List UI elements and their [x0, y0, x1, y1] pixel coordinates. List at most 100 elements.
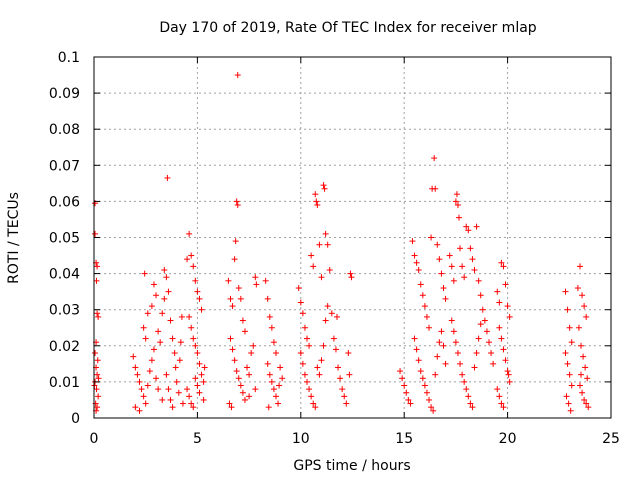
data-point: [582, 364, 589, 371]
data-point: [566, 371, 573, 378]
data-point: [481, 317, 488, 324]
data-point: [463, 386, 470, 393]
data-point: [264, 360, 271, 367]
data-point: [469, 404, 476, 411]
data-point: [337, 375, 344, 382]
data-point: [142, 335, 149, 342]
data-point: [583, 313, 590, 320]
data-point: [463, 223, 470, 230]
data-point: [399, 375, 406, 382]
data-point: [477, 321, 484, 328]
data-point: [567, 407, 574, 414]
data-point: [169, 335, 176, 342]
data-point: [172, 364, 179, 371]
data-point: [322, 317, 329, 324]
data-point: [190, 335, 197, 342]
data-point: [264, 295, 271, 302]
data-point: [248, 350, 255, 357]
data-point: [164, 174, 171, 181]
data-point: [194, 350, 201, 357]
data-point: [330, 335, 337, 342]
y-tick-label: 0.08: [49, 122, 80, 138]
data-point: [277, 364, 284, 371]
data-point: [456, 214, 463, 221]
data-point: [188, 324, 195, 331]
data-point: [498, 335, 505, 342]
data-point: [266, 371, 273, 378]
data-point: [157, 339, 164, 346]
data-point: [576, 382, 583, 389]
data-point: [562, 288, 569, 295]
data-point: [581, 396, 588, 403]
data-point: [473, 350, 480, 357]
data-point: [308, 393, 315, 400]
data-point: [175, 389, 182, 396]
data-point: [457, 360, 464, 367]
data-point: [413, 259, 420, 266]
data-point: [192, 277, 199, 284]
data-point: [452, 339, 459, 346]
y-tick-label: 0.09: [49, 86, 80, 102]
data-point: [428, 404, 435, 411]
y-tick-labels: 0 0.01 0.02 0.03 0.04 0.05 0.06 0.07 0.08 0.09 0.1: [49, 50, 80, 427]
data-point: [434, 353, 441, 360]
data-point: [229, 303, 236, 310]
data-point: [415, 357, 422, 364]
data-point: [312, 404, 319, 411]
data-point: [148, 357, 155, 364]
x-tick-label: 10: [292, 431, 310, 447]
data-point: [579, 292, 586, 299]
data-point: [250, 342, 257, 349]
x-tick-label: 0: [90, 431, 99, 447]
data-point: [192, 342, 199, 349]
x-tick-label: 20: [499, 431, 517, 447]
data-point: [173, 378, 180, 385]
data-point: [494, 386, 501, 393]
data-point: [442, 360, 449, 367]
data-point: [95, 393, 102, 400]
data-point: [411, 252, 418, 259]
data-point: [423, 313, 430, 320]
data-point: [142, 400, 149, 407]
data-point: [426, 324, 433, 331]
data-point: [265, 404, 272, 411]
data-point: [184, 386, 191, 393]
data-point: [299, 360, 306, 367]
data-point: [318, 274, 325, 281]
data-point: [419, 292, 426, 299]
data-point: [144, 382, 151, 389]
data-point: [405, 396, 412, 403]
data-point: [198, 306, 205, 313]
data-point: [440, 285, 447, 292]
data-point: [148, 303, 155, 310]
data-point: [505, 371, 512, 378]
data-point: [326, 266, 333, 273]
y-tick-label: 0.07: [49, 158, 80, 174]
data-point: [431, 155, 438, 162]
data-point: [314, 202, 321, 209]
data-point: [506, 378, 513, 385]
data-point: [417, 281, 424, 288]
chart-title: Day 170 of 2019, Rate Of TEC Index for r…: [159, 20, 536, 36]
data-point: [268, 378, 275, 385]
y-tick-label: 0.1: [58, 50, 80, 66]
data-point: [564, 360, 571, 367]
data-point: [201, 364, 208, 371]
data-point: [227, 335, 234, 342]
data-point: [150, 346, 157, 353]
data-point: [239, 317, 246, 324]
data-point: [167, 396, 174, 403]
data-point: [502, 357, 509, 364]
data-point: [297, 350, 304, 357]
data-point: [262, 277, 269, 284]
data-point: [301, 324, 308, 331]
data-point: [144, 310, 151, 317]
data-point: [132, 404, 139, 411]
data-point: [227, 295, 234, 302]
x-tick-label: 15: [395, 431, 413, 447]
data-point: [234, 72, 241, 79]
y-tick-label: 0.06: [49, 194, 80, 210]
data-point: [304, 378, 311, 385]
data-point: [252, 386, 259, 393]
data-point: [136, 378, 143, 385]
